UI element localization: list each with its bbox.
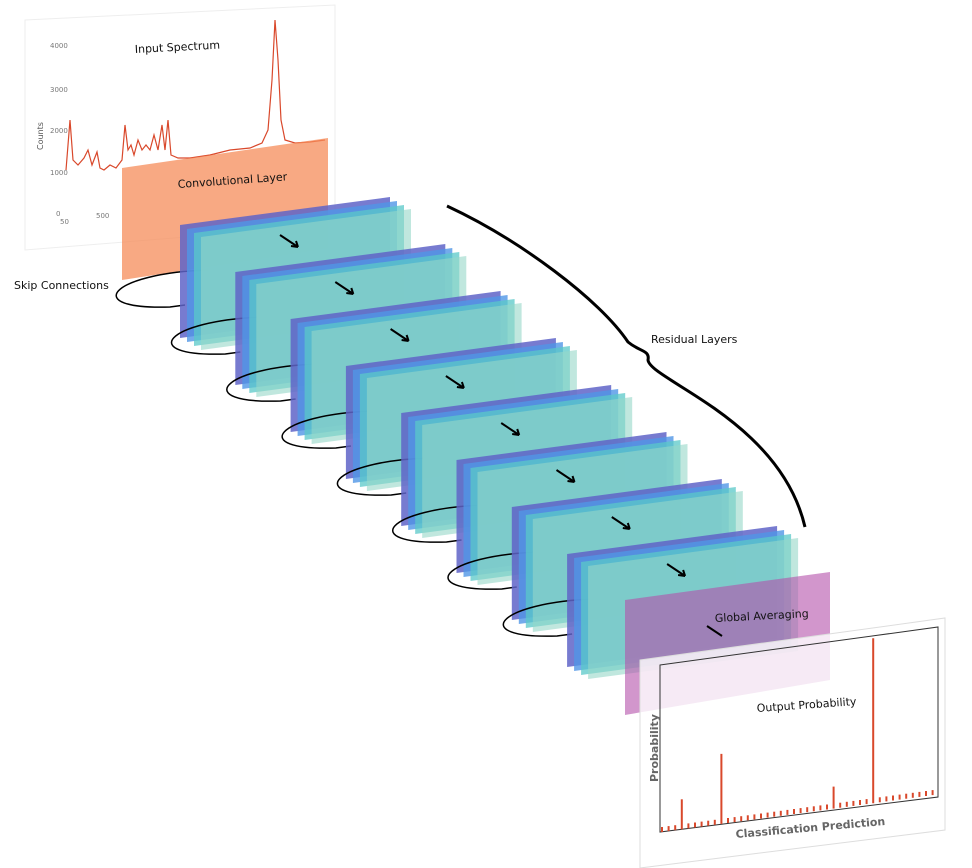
skip-connection [502, 598, 596, 637]
y-tick-label: 0 [56, 210, 60, 218]
spectrum-title: Input Spectrum [134, 39, 220, 56]
skip-label: Skip Connections [14, 279, 109, 292]
spectrum-y-label: Counts [36, 122, 45, 150]
residual-stacks [115, 197, 799, 679]
arrow [666, 563, 687, 577]
y-tick-label: 3000 [50, 86, 68, 94]
arrow [611, 516, 631, 530]
spectrum-line [65, 19, 326, 171]
output-axes [659, 626, 939, 833]
skip-connection [447, 551, 540, 590]
residual-label: Residual Layers [651, 333, 738, 346]
arrow [555, 469, 576, 483]
arrow [279, 234, 299, 248]
skip-connection [392, 504, 485, 543]
brace [446, 204, 807, 528]
skip-connection [226, 363, 319, 402]
x-tick-label: 50 [60, 218, 69, 226]
arrow [706, 625, 723, 637]
skip-connection [281, 410, 374, 449]
output-y-label: Probability [648, 714, 661, 782]
arrow [500, 422, 521, 436]
skip-connection [336, 457, 430, 496]
skip-connection [115, 269, 209, 308]
y-tick-label: 4000 [50, 42, 68, 50]
x-tick-label: 500 [96, 212, 109, 220]
skip-connection [170, 316, 264, 355]
y-tick-label: 1000 [50, 169, 68, 177]
output-bars [661, 638, 934, 832]
arrow [334, 281, 355, 295]
arrow [390, 328, 410, 342]
arrow [445, 375, 465, 389]
y-tick-label: 2000 [50, 127, 68, 135]
global-averaging-label: Global Averaging [714, 607, 809, 625]
